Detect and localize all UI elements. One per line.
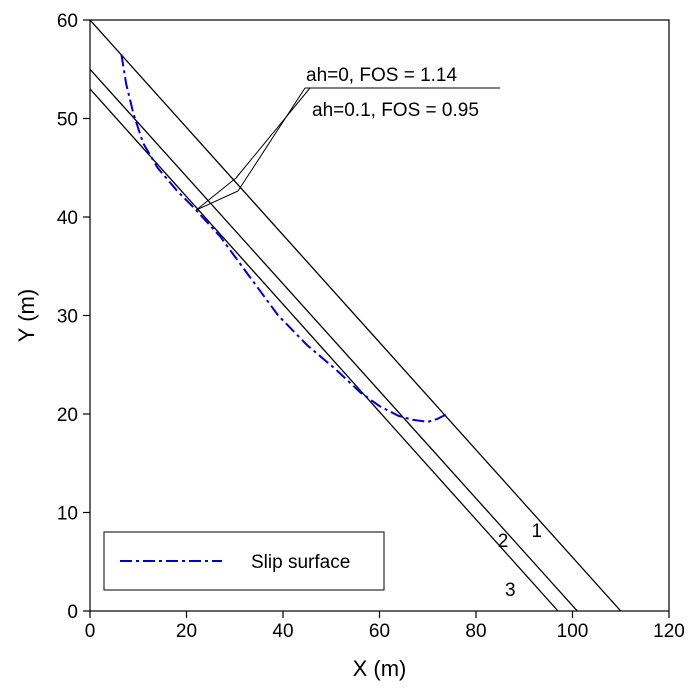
x-axis-title: X (m) (353, 656, 407, 681)
annotation-text-1: ah=0, FOS = 1.14 (306, 65, 457, 86)
series-line-slip-surface (120, 54, 448, 423)
x-tick-label-60: 60 (369, 621, 390, 642)
annotation-leader-1 (195, 190, 239, 211)
x-tick-label-120: 120 (653, 621, 685, 642)
line-label-2: 2 (498, 531, 509, 552)
x-tick-label-100: 100 (557, 621, 589, 642)
line-label-3: 3 (505, 580, 516, 601)
y-tick-label-60: 60 (57, 11, 78, 32)
y-tick-label-10: 10 (57, 504, 78, 525)
line-label-1: 1 (531, 521, 542, 542)
y-tick-label-30: 30 (57, 307, 78, 328)
annotations-layer: 1 2 3 ah=0, FOS = 1.14 ah=0.1, FOS = 0.95 (195, 65, 542, 601)
x-tick-label-20: 20 (176, 621, 197, 642)
annotation-text-2: ah=0.1, FOS = 0.95 (312, 100, 479, 121)
boundary-line-1 (90, 20, 622, 611)
y-tick-label-20: 20 (57, 405, 78, 426)
tick-layer: 0 20 40 60 80 100 120 0 10 20 30 40 50 60 (57, 11, 685, 642)
x-tick-label-40: 40 (272, 621, 293, 642)
boundary-line-3 (90, 88, 559, 611)
series-layer (120, 54, 448, 423)
annotation-leader-2b (235, 87, 311, 179)
boundary-line-2 (90, 68, 578, 611)
legend-label-slip-surface: Slip surface (251, 552, 350, 573)
y-axis-title: Y (m) (14, 289, 39, 342)
boundary-lines (90, 20, 622, 611)
y-tick-label-50: 50 (57, 110, 78, 131)
annotation-leader-2 (195, 177, 237, 211)
y-tick-label-40: 40 (57, 208, 78, 229)
y-tick-label-0: 0 (67, 602, 78, 623)
axis-titles: X (m) Y (m) (14, 289, 406, 681)
x-tick-label-0: 0 (85, 621, 96, 642)
legend: Slip surface (103, 531, 385, 591)
annotation-leader-1b (237, 87, 306, 192)
x-tick-label-80: 80 (465, 621, 486, 642)
